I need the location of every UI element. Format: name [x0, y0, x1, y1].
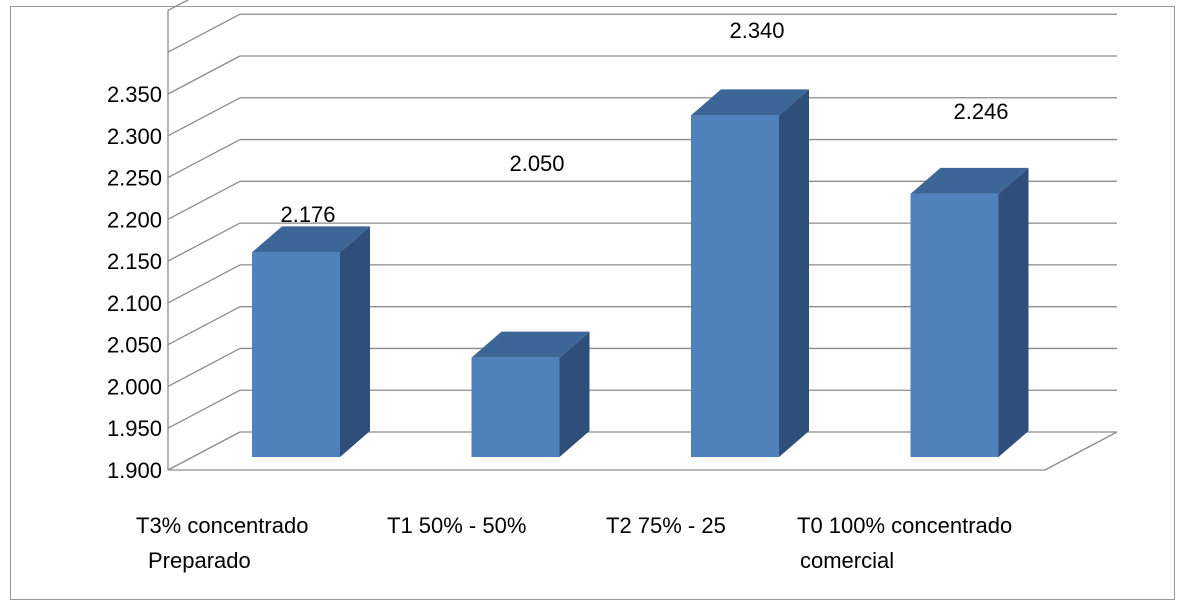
bar-top: [252, 226, 370, 253]
x-category-label: T0 100% concentrado: [797, 513, 1012, 538]
labels: 1.900 1.950 2.000 2.050 2.100 2.150 2.200 2.250…: [107, 18, 1012, 573]
bars: [252, 89, 1029, 458]
gridline-diagonal: [167, 138, 241, 179]
gridline-diagonal: [167, 55, 241, 95]
x-category-label: Preparado: [148, 548, 251, 573]
gridline-diagonal: [167, 0, 190, 12]
y-tick-label: 2.000: [107, 374, 162, 399]
bar-side: [340, 226, 370, 457]
gridline-diagonal: [167, 264, 241, 304]
bar-top: [471, 331, 590, 358]
bar-top: [691, 89, 809, 116]
bar: [910, 167, 1029, 458]
bar-side: [559, 331, 590, 457]
bar: [252, 226, 370, 457]
floor-right-edge: [1044, 431, 1118, 471]
data-label: 2.246: [953, 99, 1008, 124]
gridline-diagonal: [167, 389, 241, 429]
y-tick-label: 1.900: [107, 458, 162, 483]
bar-side: [998, 167, 1029, 458]
y-tick-label: 2.150: [107, 249, 162, 274]
data-label: 2.050: [509, 151, 564, 176]
y-tick-label: 2.250: [107, 166, 162, 191]
bar-side: [779, 89, 809, 457]
y-tick-label: 2.100: [107, 291, 162, 316]
gridline-diagonal: [167, 180, 241, 220]
bar-front: [910, 193, 999, 458]
x-category-label: T3% concentrado: [136, 513, 308, 538]
x-category-label: T1 50% - 50%: [387, 513, 526, 538]
y-tick-label: 1.950: [107, 416, 162, 441]
bar-front: [471, 357, 560, 457]
gridline-diagonal: [167, 306, 241, 346]
gridline-diagonal: [167, 222, 241, 262]
bar: [471, 331, 590, 457]
chart-frame: [10, 6, 1175, 600]
y-tick-label: 2.350: [107, 82, 162, 107]
data-label: 2.176: [280, 202, 335, 227]
bar-top: [910, 167, 1029, 194]
x-category-label: T2 75% - 25: [606, 513, 726, 538]
bar-front: [691, 115, 779, 457]
gridline-diagonal: [167, 347, 241, 388]
bar: [691, 89, 809, 457]
y-tick-label: 2.300: [107, 124, 162, 149]
y-tick-label: 2.050: [107, 333, 162, 358]
gridline-diagonal: [167, 97, 241, 137]
y-tick-label: 2.200: [107, 207, 162, 232]
data-label: 2.340: [729, 18, 784, 43]
bar-front: [252, 252, 340, 457]
gridline-diagonal: [167, 431, 241, 471]
x-category-label: comercial: [800, 548, 894, 573]
gridline-diagonal: [167, 13, 241, 53]
